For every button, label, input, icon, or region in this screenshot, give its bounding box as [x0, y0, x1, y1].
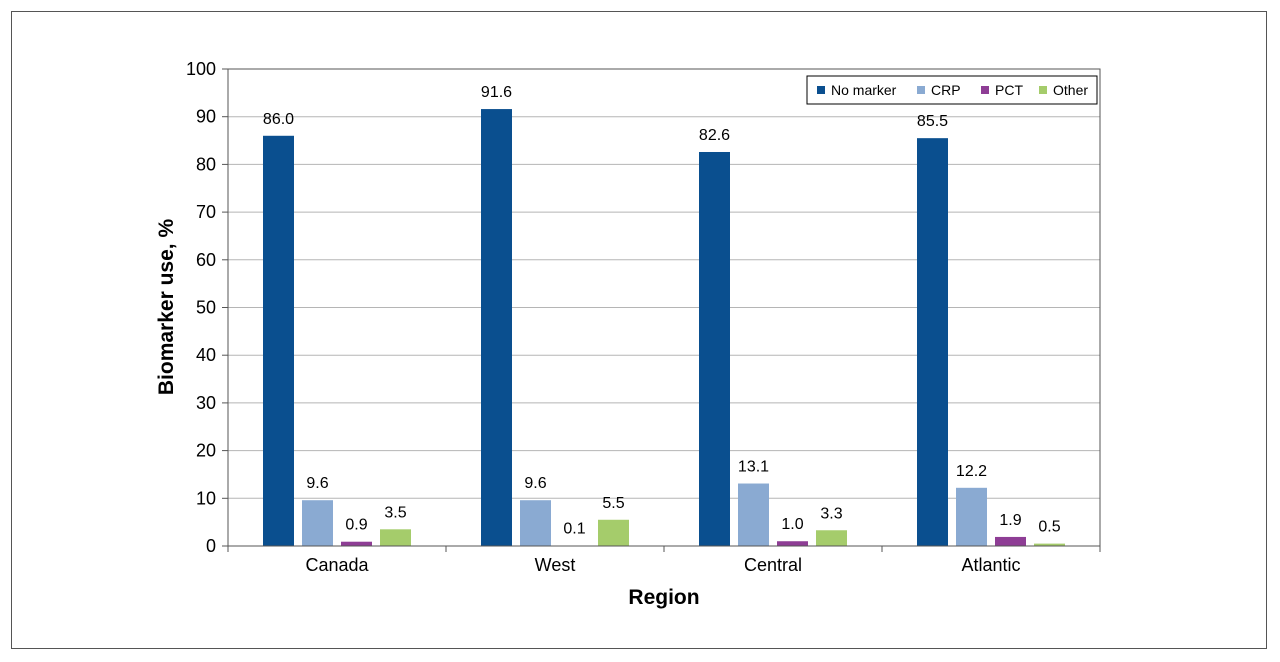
data-label: 0.9	[345, 517, 367, 534]
gridlines	[228, 68, 1100, 499]
bar	[917, 138, 948, 547]
y-tick-label: 90	[196, 107, 216, 127]
data-label: 13.1	[738, 459, 769, 476]
data-label: 85.5	[917, 113, 948, 130]
y-tick-label: 10	[196, 488, 216, 508]
bar	[302, 500, 333, 546]
y-tick-label: 50	[196, 298, 216, 318]
x-axis-title: Region	[628, 586, 699, 609]
data-label: 0.1	[563, 521, 585, 538]
x-tick-label: Atlantic	[961, 555, 1020, 575]
legend-swatch	[1039, 86, 1047, 94]
legend-swatch	[817, 86, 825, 94]
y-axis-title: Biomarker use, %	[155, 219, 178, 396]
y-tick-label: 30	[196, 393, 216, 413]
bar	[520, 500, 551, 546]
bars	[263, 109, 1065, 547]
data-label: 1.0	[781, 516, 803, 533]
data-label: 1.9	[999, 512, 1021, 529]
y-tick-label: 100	[186, 59, 216, 79]
x-tick-label: Canada	[305, 555, 369, 575]
data-label: 9.6	[524, 475, 546, 492]
bar	[738, 483, 769, 546]
legend-label: CRP	[931, 82, 961, 98]
legend-label: No marker	[831, 82, 897, 98]
y-tick-label: 70	[196, 202, 216, 222]
bar	[956, 487, 987, 546]
legend: No marker CRP PCT Other	[806, 75, 1098, 105]
data-label: 91.6	[481, 84, 512, 101]
bar	[816, 530, 847, 546]
bar	[263, 135, 294, 546]
y-tick-label: 20	[196, 441, 216, 461]
legend-swatch	[917, 86, 925, 94]
legend-box	[806, 75, 1098, 105]
bar	[598, 519, 629, 546]
axes	[222, 68, 1101, 552]
bar	[995, 536, 1026, 546]
data-label: 82.6	[699, 127, 730, 144]
data-label: 12.2	[956, 463, 987, 480]
legend-swatch	[981, 86, 989, 94]
chart-frame	[11, 11, 1267, 649]
bar	[1034, 543, 1065, 546]
y-tick-label: 0	[206, 536, 216, 556]
data-label: 5.5	[602, 495, 624, 512]
data-label: 0.5	[1038, 519, 1060, 536]
y-tick-label: 40	[196, 345, 216, 365]
bar	[699, 151, 730, 547]
legend-label: PCT	[995, 82, 1023, 98]
y-tick-label: 60	[196, 250, 216, 270]
x-tick-label: West	[535, 555, 576, 575]
data-label: 9.6	[306, 475, 328, 492]
bar	[777, 541, 808, 546]
bar	[380, 529, 411, 546]
data-label: 3.5	[384, 504, 406, 521]
labels: 0 10 20 30 40 50 60 70 80 90 100 86.0 9.6 0.9 3.5 Canad…	[186, 59, 1061, 575]
bar	[341, 541, 372, 546]
data-label: 86.0	[263, 111, 294, 128]
x-tick-label: Central	[744, 555, 802, 575]
data-label: 3.3	[820, 505, 842, 522]
legend-label: Other	[1053, 82, 1088, 98]
bar	[481, 109, 512, 547]
y-tick-label: 80	[196, 154, 216, 174]
